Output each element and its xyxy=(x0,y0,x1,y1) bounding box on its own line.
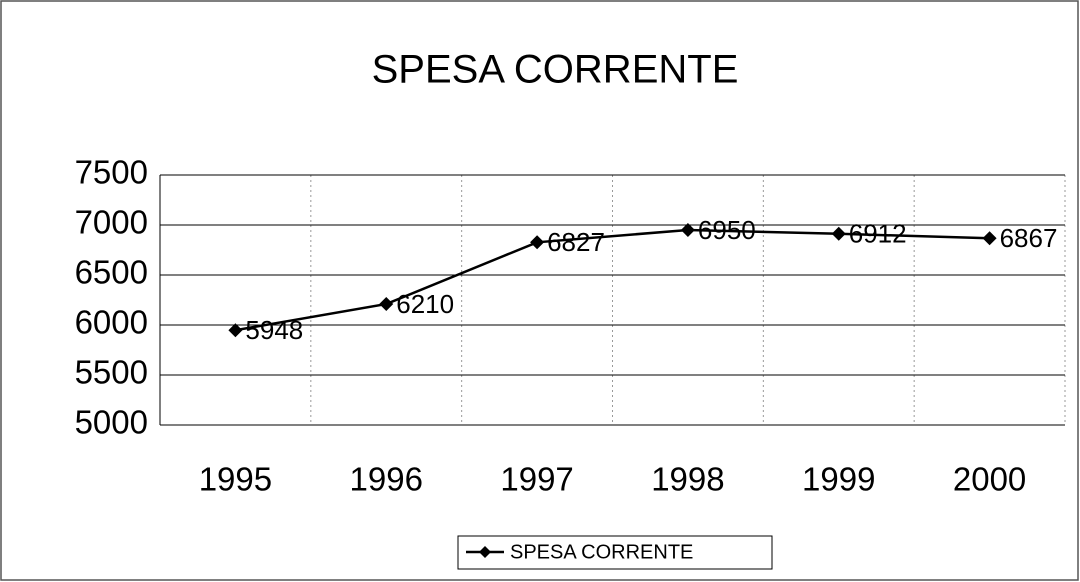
y-tick-label: 6500 xyxy=(75,254,148,291)
y-tick-label: 7000 xyxy=(75,204,148,241)
x-tick-label: 1997 xyxy=(500,461,573,498)
legend-label: SPESA CORRENTE xyxy=(510,541,693,563)
data-label: 6912 xyxy=(849,219,907,249)
legend-marker xyxy=(479,546,491,558)
data-label: 6210 xyxy=(396,289,454,319)
y-tick-label: 6000 xyxy=(75,304,148,341)
y-tick-label: 7500 xyxy=(75,154,148,191)
x-tick-label: 2000 xyxy=(953,461,1026,498)
data-line xyxy=(235,228,990,332)
data-point xyxy=(228,323,243,338)
data-point xyxy=(680,223,695,237)
data-label: 5948 xyxy=(245,315,303,345)
legend: SPESA CORRENTE xyxy=(457,535,773,570)
y-tick-label: 5000 xyxy=(75,404,148,441)
x-tick-label: 1996 xyxy=(350,461,423,498)
x-tick-label: 1998 xyxy=(651,461,724,498)
data-point xyxy=(379,297,394,311)
y-tick-label: 5500 xyxy=(75,354,148,391)
data-point xyxy=(530,235,545,250)
data-point xyxy=(982,231,997,246)
data-label: 6950 xyxy=(698,215,756,245)
x-tick-label: 1995 xyxy=(199,461,272,498)
data-label: 6827 xyxy=(547,227,605,257)
data-point xyxy=(831,226,846,241)
chart-title: SPESA CORRENTE xyxy=(372,48,739,92)
legend-box xyxy=(457,535,773,570)
data-label: 6867 xyxy=(1000,223,1058,253)
x-tick-label: 1999 xyxy=(802,461,875,498)
